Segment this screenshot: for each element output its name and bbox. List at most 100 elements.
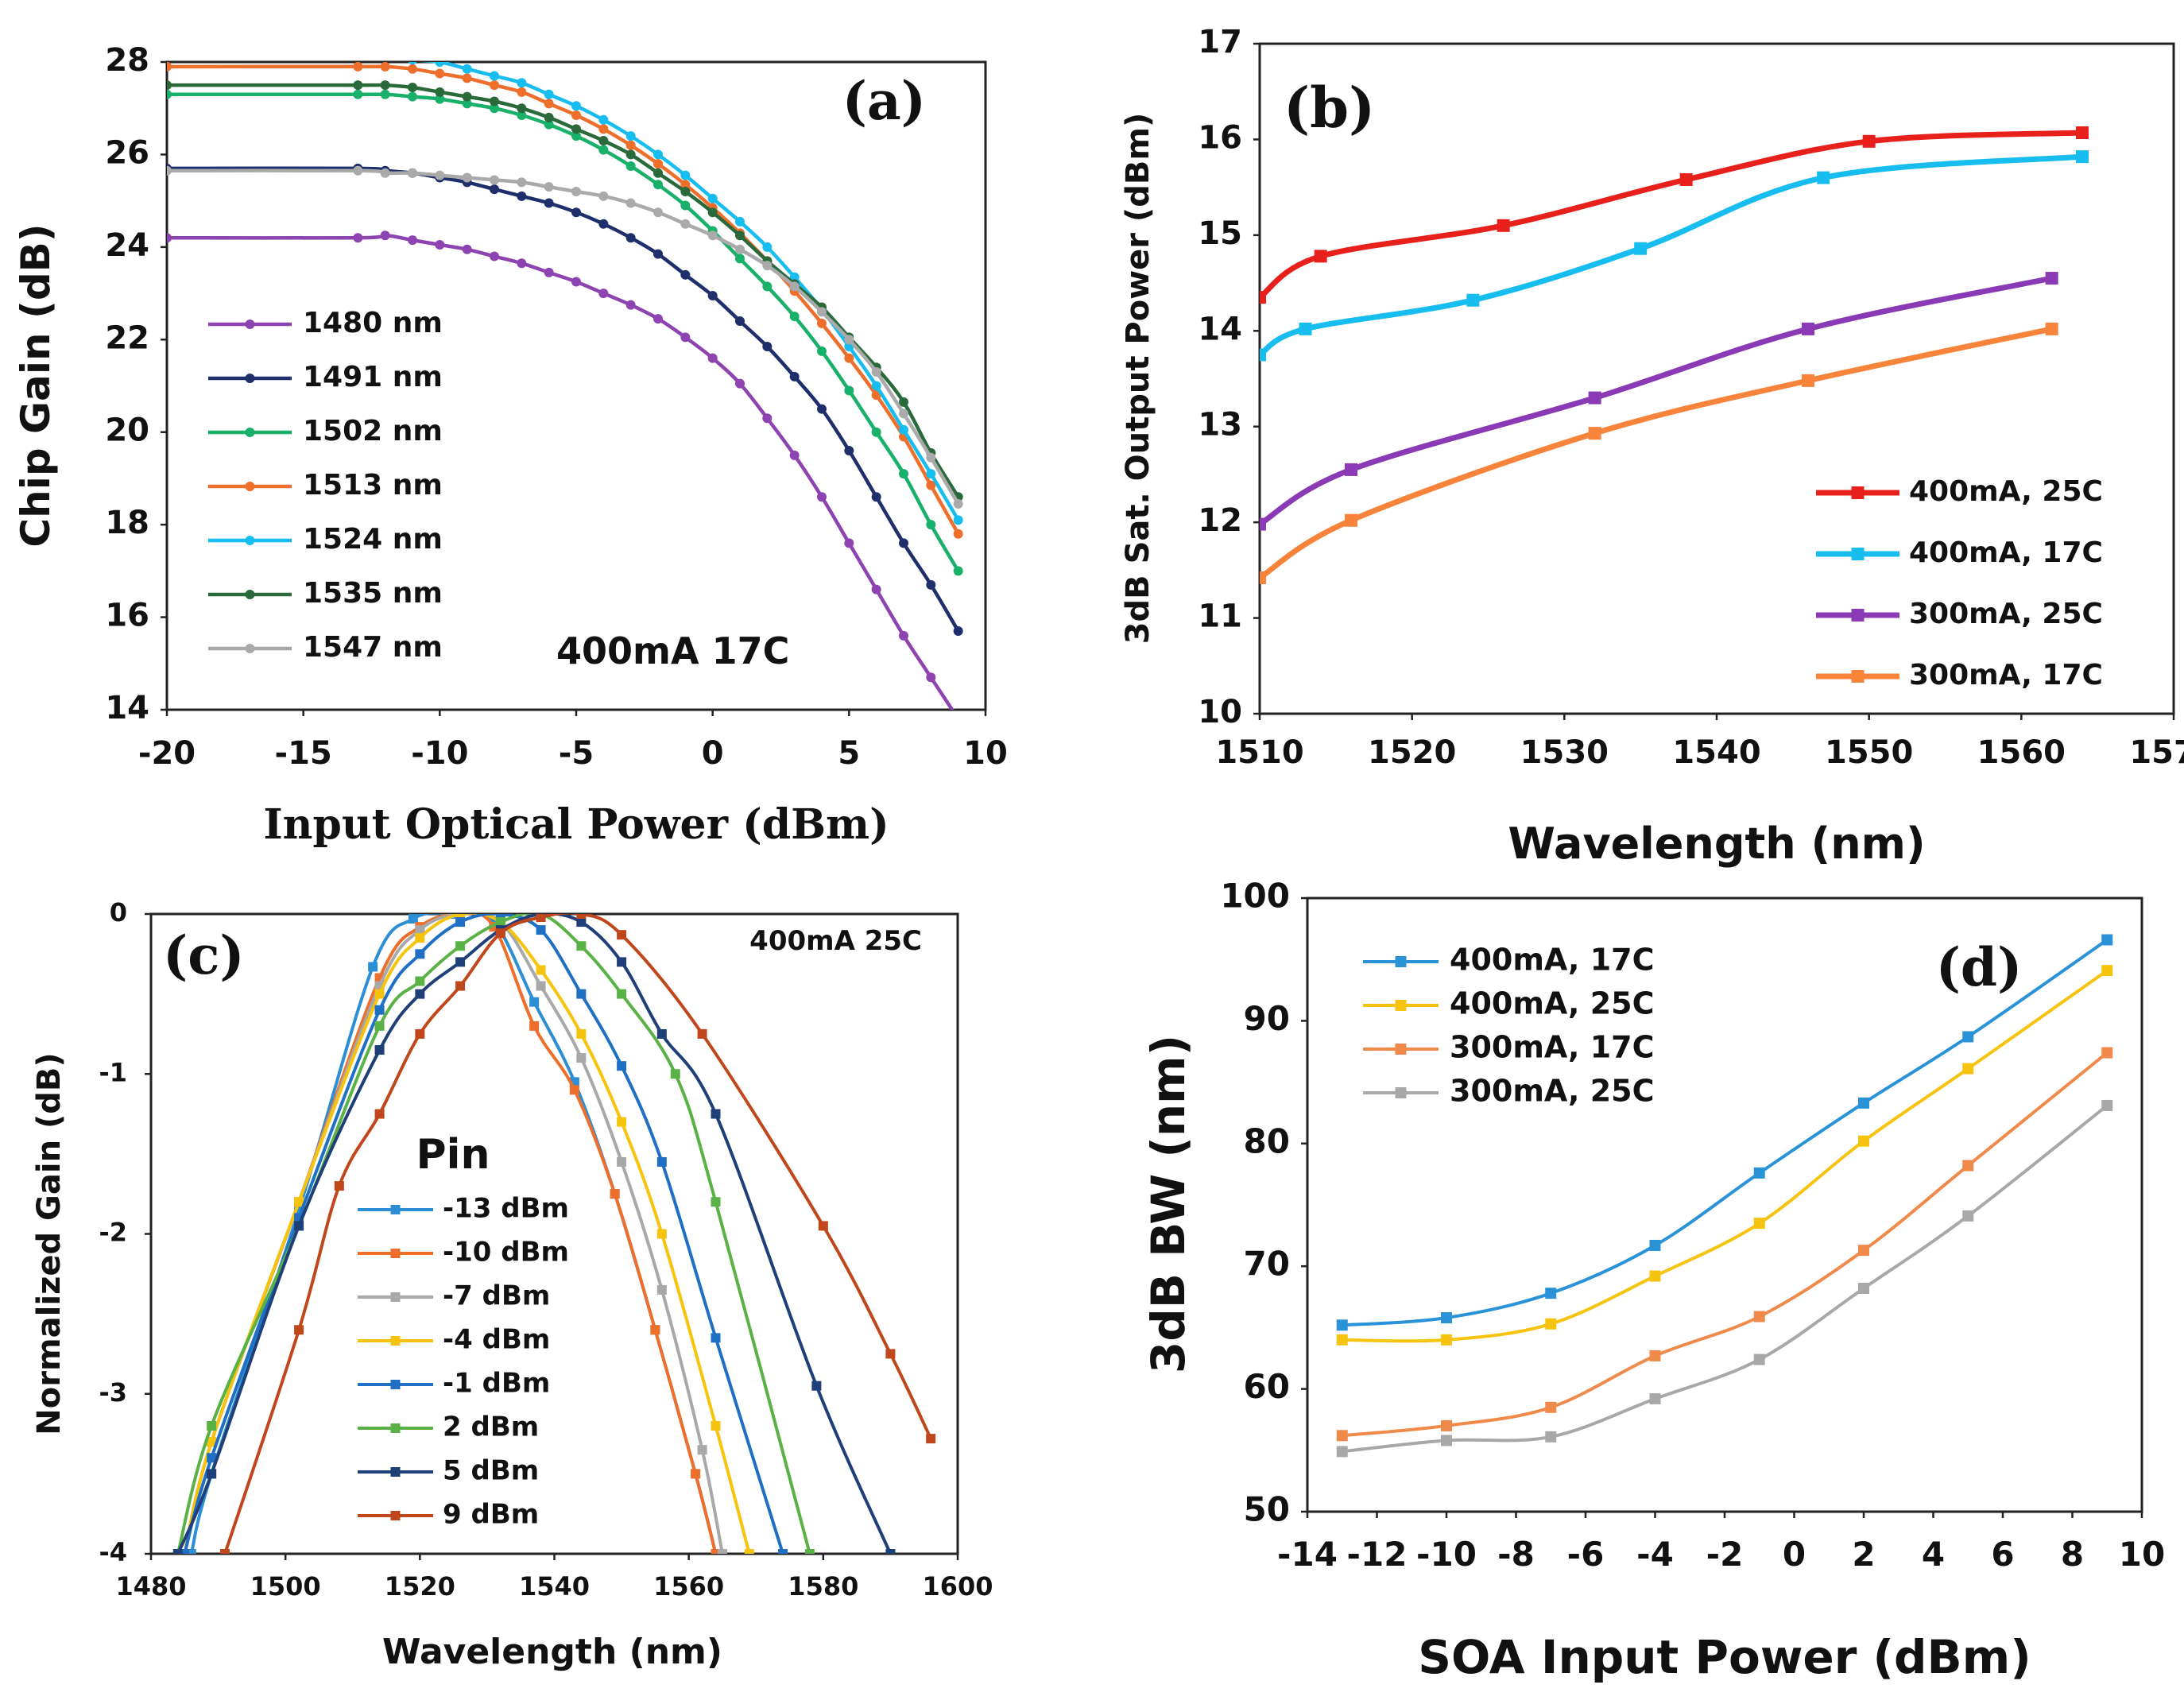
- series-300ma-25c: [1260, 272, 2058, 531]
- legend-entry: 1547 nm: [208, 631, 443, 664]
- y-tick-label: 10: [1198, 694, 1242, 730]
- panel-b-legend: 400mA, 25C 400mA, 17C 300mA, 25C 300mA, 17C: [1816, 475, 2103, 691]
- legend-entry: -1 dBm: [358, 1368, 550, 1400]
- panel-c-label: (c): [163, 924, 245, 986]
- data-point: [804, 1549, 815, 1554]
- data-point: [571, 101, 581, 111]
- legend-label: 1502 nm: [303, 415, 443, 447]
- x-tick-label: 1500: [250, 1571, 321, 1601]
- data-point: [1649, 1392, 1661, 1404]
- data-point: [220, 1549, 230, 1554]
- data-point: [569, 1085, 579, 1095]
- panel-a-y-ticks: 14 16 18 20 22 24 26 28: [105, 42, 167, 726]
- data-point: [380, 80, 390, 91]
- x-tick-label: 5: [838, 735, 860, 772]
- data-point: [384, 62, 387, 63]
- data-point: [544, 99, 554, 109]
- data-point: [653, 207, 663, 218]
- data-point: [571, 131, 581, 141]
- legend-entry: 300mA, 25C: [1363, 1074, 1654, 1109]
- data-point: [1345, 463, 1357, 476]
- panel-a-legend: 1480 nm 1491 nm 1502 nm 1513 nm 1524 nm 1535 …: [208, 307, 443, 664]
- legend-swatch-marker: [390, 1467, 401, 1477]
- legend-entry: 400mA, 25C: [1816, 475, 2103, 508]
- y-tick-label: 22: [105, 320, 149, 356]
- data-point: [462, 64, 472, 74]
- panel-c-annotation: 400mA 25C: [749, 925, 922, 957]
- data-point: [380, 62, 390, 72]
- data-point: [544, 119, 554, 130]
- data-point: [490, 184, 499, 195]
- legend-swatch-marker: [1395, 1000, 1407, 1011]
- data-point: [899, 469, 908, 479]
- data-point: [490, 103, 499, 114]
- series-1547-nm: [167, 165, 963, 509]
- data-point: [576, 989, 587, 999]
- legend-swatch-marker: [245, 482, 255, 491]
- data-point: [899, 538, 908, 548]
- data-point: [926, 452, 936, 463]
- legend-label: 400mA, 25C: [1909, 475, 2103, 508]
- x-tick-label: 4: [1922, 1535, 1945, 1574]
- data-point: [180, 1549, 190, 1554]
- x-tick-label: -4: [1636, 1535, 1674, 1574]
- data-point: [576, 1028, 587, 1039]
- data-point: [899, 409, 908, 419]
- data-point: [294, 1325, 304, 1335]
- legend-swatch-marker: [390, 1511, 401, 1520]
- y-tick-label: -3: [99, 1377, 127, 1408]
- x-tick-label: -2: [1706, 1535, 1744, 1574]
- y-tick-label: 100: [1220, 877, 1290, 916]
- data-point: [207, 1453, 217, 1463]
- data-point: [2101, 1099, 2113, 1111]
- data-point: [926, 579, 936, 590]
- data-point: [1634, 242, 1648, 255]
- legend-swatch-marker: [245, 374, 255, 383]
- panel-b-y-axis-label: 3dB Sat. Output Power (dBm): [1120, 113, 1156, 645]
- data-point: [455, 941, 466, 951]
- series-line: [167, 64, 960, 536]
- data-point: [408, 64, 417, 74]
- data-point: [517, 78, 527, 88]
- data-point: [953, 626, 963, 637]
- data-point: [380, 89, 390, 99]
- data-point: [462, 73, 472, 83]
- data-point: [462, 172, 472, 183]
- data-point: [1753, 1354, 1765, 1365]
- data-point: [490, 71, 499, 81]
- data-point: [529, 1020, 540, 1031]
- data-point: [374, 989, 385, 999]
- y-tick-label: 18: [105, 505, 149, 541]
- data-point: [1753, 1311, 1765, 1323]
- data-point: [656, 1284, 667, 1295]
- x-tick-label: -10: [1416, 1535, 1477, 1574]
- data-point: [415, 949, 425, 959]
- legend-label: 300mA, 17C: [1450, 1030, 1654, 1065]
- data-point: [207, 1421, 217, 1431]
- series-line: [1260, 153, 2085, 358]
- y-tick-label: 50: [1244, 1490, 1290, 1529]
- y-tick-label: 60: [1244, 1367, 1290, 1406]
- panel-a-x-axis-label: Input Optical Power (dBm): [263, 800, 889, 849]
- data-point: [490, 96, 499, 106]
- panel-b-series: [1260, 126, 2089, 584]
- data-point: [789, 371, 800, 381]
- data-point: [1858, 1135, 1869, 1147]
- series-300ma-17c: [1336, 1047, 2113, 1442]
- data-point: [544, 267, 554, 277]
- data-point: [495, 928, 505, 939]
- data-point: [1753, 1167, 1765, 1179]
- data-point: [711, 1197, 721, 1207]
- legend-swatch-marker: [1395, 956, 1407, 967]
- y-tick-label: -4: [99, 1537, 127, 1567]
- y-tick-label: 12: [1198, 502, 1242, 539]
- data-point: [625, 300, 636, 310]
- panel-d: 50 60 70 80 90 100 -14 -12 -10 -8 -6 -4 -2 0 2 4 6 8 10 (…: [1141, 877, 2165, 1685]
- data-point: [707, 207, 718, 218]
- legend-swatch-marker: [390, 1336, 401, 1346]
- x-tick-label: 1520: [1368, 734, 1456, 771]
- y-tick-label: 90: [1244, 999, 1290, 1038]
- x-tick-label: 1510: [1215, 734, 1303, 771]
- data-point: [653, 159, 663, 169]
- panel-a-annotation: 400mA 17C: [556, 629, 789, 672]
